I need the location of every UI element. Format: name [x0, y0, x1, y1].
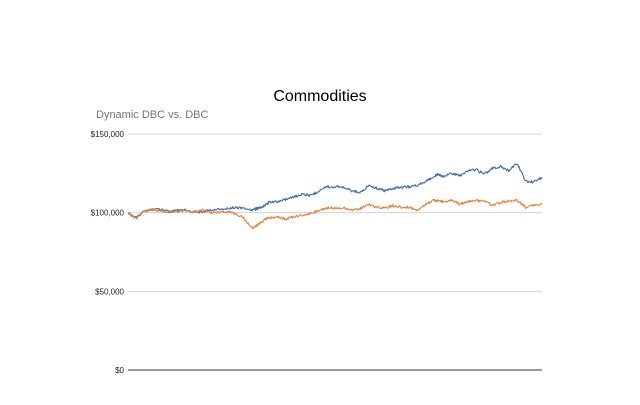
y-tick-label: $150,000 — [91, 130, 125, 139]
y-tick-label: $0 — [115, 366, 124, 375]
chart-title: Commodities — [273, 88, 367, 105]
y-tick-label: $100,000 — [91, 209, 125, 218]
series-line-1 — [128, 163, 543, 218]
chart-subtitle: Dynamic DBC vs. DBC — [96, 109, 209, 121]
series-line-2 — [127, 198, 543, 230]
y-tick-label: $50,000 — [95, 287, 124, 296]
